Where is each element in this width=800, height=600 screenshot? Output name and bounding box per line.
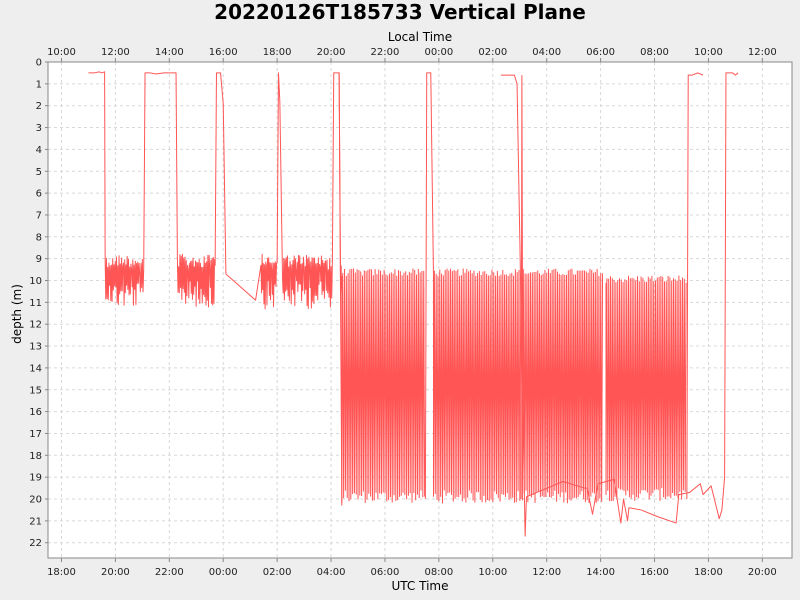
y-tick-label: 16 bbox=[29, 407, 42, 418]
x-tick-label: 22:00 bbox=[155, 567, 184, 578]
y-tick-label: 4 bbox=[36, 145, 42, 156]
y-tick-label: 14 bbox=[29, 363, 42, 374]
top-tick-label: 20:00 bbox=[317, 47, 346, 58]
y-tick-label: 15 bbox=[29, 385, 42, 396]
surface-excursion bbox=[338, 72, 343, 506]
y-tick-label: 7 bbox=[36, 210, 42, 221]
x-tick-label: 20:00 bbox=[748, 567, 777, 578]
surface-excursion bbox=[520, 75, 523, 500]
x-tick-label: 04:00 bbox=[317, 567, 346, 578]
top-tick-label: 08:00 bbox=[640, 47, 669, 58]
oscillation-block bbox=[605, 275, 687, 502]
x-tick-label: 10:00 bbox=[478, 567, 507, 578]
y-tick-label: 10 bbox=[29, 276, 42, 287]
axes: 01234567891011121314151617181920212218:0… bbox=[29, 47, 793, 578]
y-tick-label: 12 bbox=[29, 320, 42, 331]
depth-series-line bbox=[500, 72, 739, 537]
y-tick-label: 18 bbox=[29, 451, 42, 462]
x-axis-label: UTC Time bbox=[392, 579, 449, 593]
x-tick-label: 06:00 bbox=[371, 567, 400, 578]
y-tick-label: 1 bbox=[36, 79, 42, 90]
top-tick-label: 00:00 bbox=[424, 47, 453, 58]
data-layer bbox=[88, 71, 739, 537]
oscillation-block bbox=[521, 268, 604, 504]
top-tick-label: 02:00 bbox=[478, 47, 507, 58]
depth-series-line bbox=[88, 71, 343, 310]
x-tick-label: 02:00 bbox=[263, 567, 292, 578]
x-tick-label: 18:00 bbox=[694, 567, 723, 578]
top-axis-label: Local Time bbox=[388, 30, 452, 44]
top-tick-label: 10:00 bbox=[694, 47, 723, 58]
y-tick-label: 6 bbox=[36, 189, 42, 200]
y-tick-label: 20 bbox=[29, 495, 42, 506]
surface-excursion bbox=[686, 72, 704, 500]
y-tick-label: 2 bbox=[36, 101, 42, 112]
x-tick-label: 20:00 bbox=[101, 567, 130, 578]
x-tick-label: 16:00 bbox=[640, 567, 669, 578]
oscillation-block bbox=[341, 268, 426, 504]
plot-border bbox=[47, 61, 793, 559]
y-tick-label: 21 bbox=[29, 516, 42, 527]
y-tick-label: 0 bbox=[36, 58, 42, 69]
top-tick-label: 04:00 bbox=[532, 47, 561, 58]
y-tick-label: 11 bbox=[29, 298, 42, 309]
chart-title: 20220126T185733 Vertical Plane bbox=[214, 0, 586, 24]
surface-excursion bbox=[424, 72, 434, 500]
top-tick-label: 22:00 bbox=[371, 47, 400, 58]
y-tick-label: 5 bbox=[36, 167, 42, 178]
y-tick-label: 17 bbox=[29, 429, 42, 440]
top-tick-label: 14:00 bbox=[155, 47, 184, 58]
y-tick-label: 19 bbox=[29, 473, 42, 484]
top-tick-label: 16:00 bbox=[209, 47, 238, 58]
x-tick-label: 08:00 bbox=[424, 567, 453, 578]
x-tick-label: 00:00 bbox=[209, 567, 238, 578]
top-tick-label: 18:00 bbox=[263, 47, 292, 58]
y-axis-label: depth (m) bbox=[10, 284, 24, 344]
y-tick-label: 9 bbox=[36, 254, 42, 265]
y-tick-label: 8 bbox=[36, 232, 42, 243]
x-tick-label: 18:00 bbox=[47, 567, 76, 578]
top-tick-label: 06:00 bbox=[586, 47, 615, 58]
y-tick-label: 22 bbox=[29, 538, 42, 549]
oscillation-block bbox=[432, 268, 522, 504]
y-tick-label: 13 bbox=[29, 342, 42, 353]
y-tick-label: 3 bbox=[36, 123, 42, 134]
top-tick-label: 10:00 bbox=[47, 47, 76, 58]
top-tick-label: 12:00 bbox=[748, 47, 777, 58]
x-tick-label: 14:00 bbox=[586, 567, 615, 578]
x-tick-label: 12:00 bbox=[532, 567, 561, 578]
top-tick-label: 12:00 bbox=[101, 47, 130, 58]
